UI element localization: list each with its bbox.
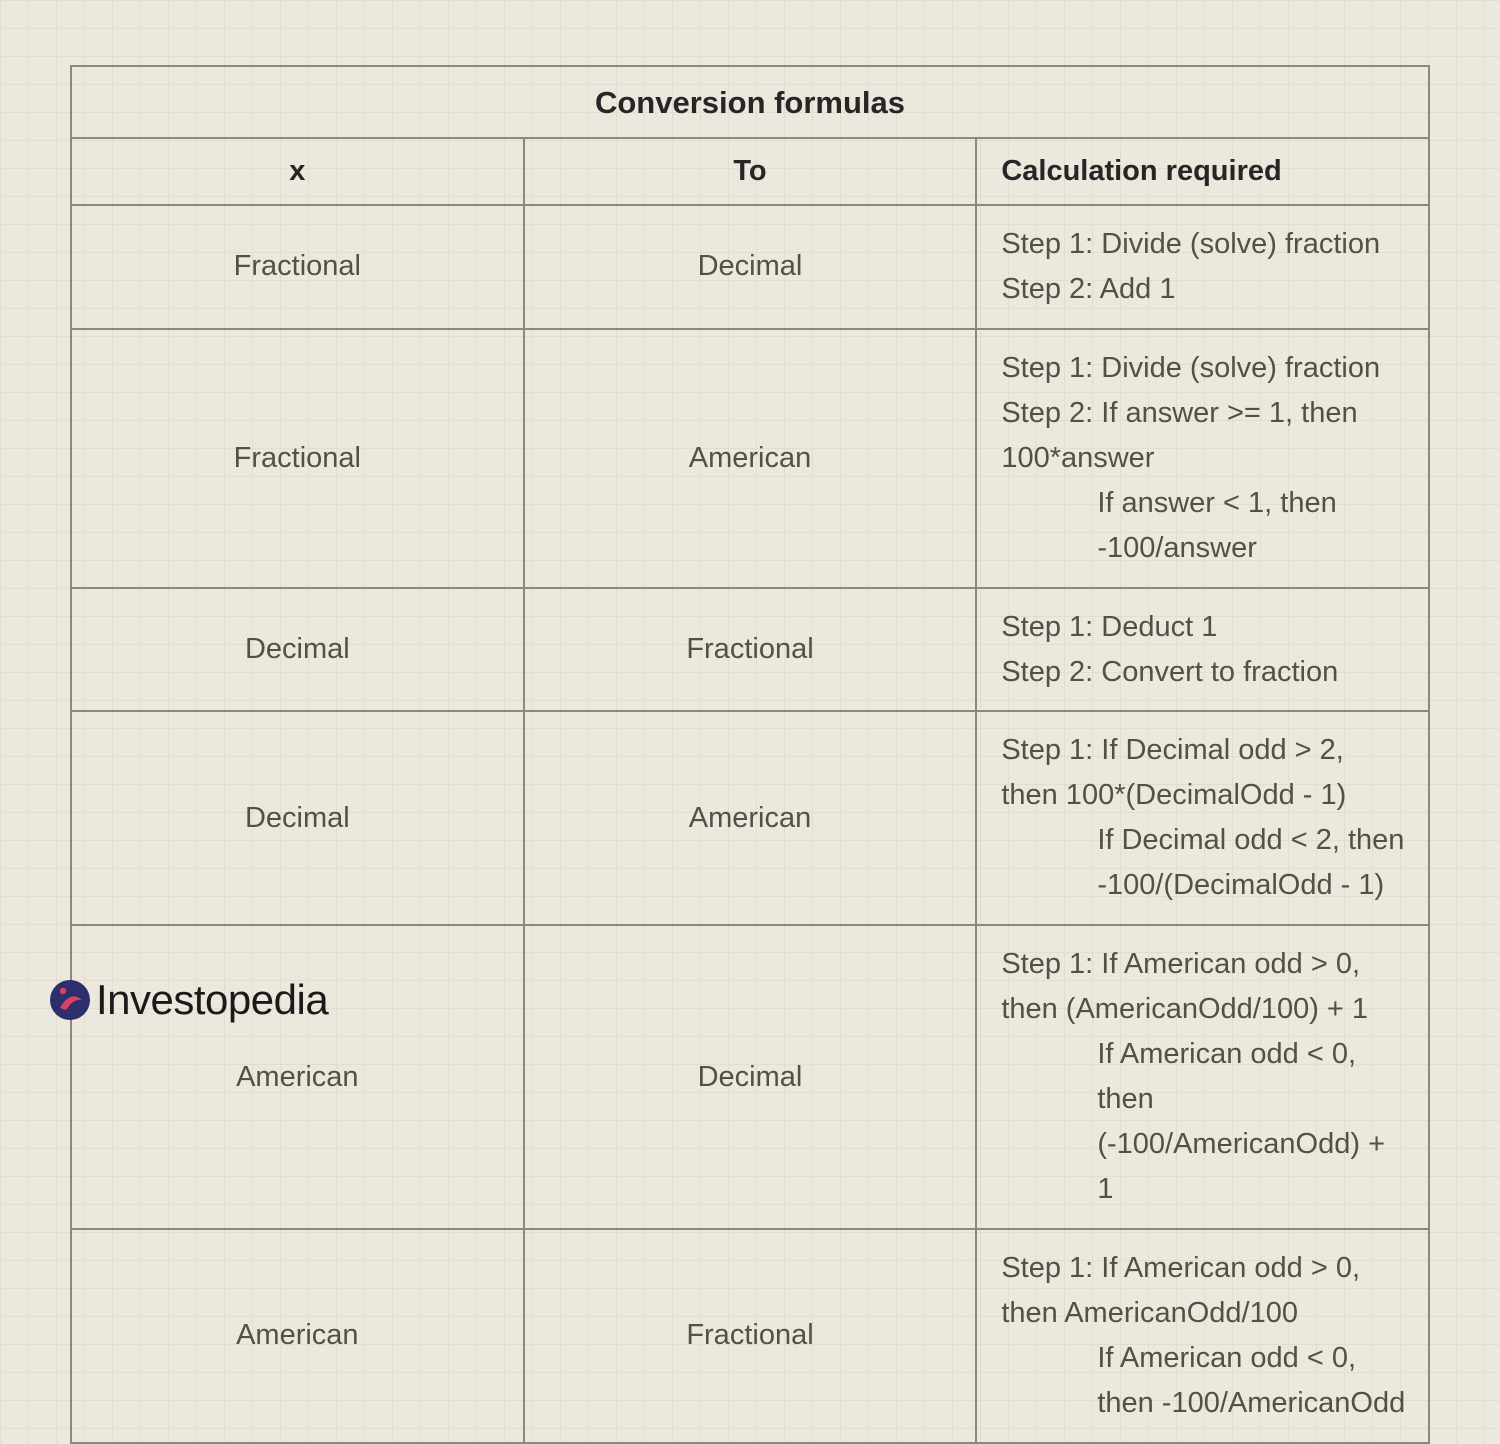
table-header-row: x To Calculation required [71, 138, 1429, 205]
calc-line: If American odd < 0, then (-100/American… [1001, 1032, 1408, 1212]
calc-line: If Decimal odd < 2, then -100/(DecimalOd… [1001, 818, 1408, 908]
table-row: AmericanDecimal Step 1: If American odd >… [71, 925, 1429, 1229]
calc-line: Step 2: Convert to fraction [1001, 650, 1408, 695]
calc-cell: Step 1: If American odd > 0, then (Ameri… [976, 925, 1429, 1229]
from-cell: American [71, 1229, 524, 1443]
calc-line: Step 1: Divide (solve) fraction [1001, 222, 1408, 267]
to-cell: Fractional [524, 588, 977, 712]
col-header-calc: Calculation required [976, 138, 1429, 205]
from-cell: Fractional [71, 329, 524, 588]
table-title: Conversion formulas [71, 66, 1429, 138]
to-cell: American [524, 711, 977, 925]
calc-cell: Step 1: Divide (solve) fractionStep 2: I… [976, 329, 1429, 588]
calc-line: Step 2: If answer >= 1, then 100*answer [1001, 391, 1408, 481]
brand-name: Investopedia [96, 976, 328, 1024]
calc-line: If answer < 1, then -100/answer [1001, 481, 1408, 571]
calc-line: Step 1: If American odd > 0, then (Ameri… [1001, 942, 1408, 1032]
table-row: DecimalAmerican Step 1: If Decimal odd > … [71, 711, 1429, 925]
from-cell: Decimal [71, 711, 524, 925]
calc-line: If American odd < 0, then -100/AmericanO… [1001, 1336, 1408, 1426]
table-row: FractionalDecimalStep 1: Divide (solve) … [71, 205, 1429, 329]
calc-cell: Step 1: Deduct 1Step 2: Convert to fract… [976, 588, 1429, 712]
calc-cell: Step 1: If American odd > 0, then Americ… [976, 1229, 1429, 1443]
calc-cell: Step 1: Divide (solve) fractionStep 2: A… [976, 205, 1429, 329]
table-row: DecimalFractionalStep 1: Deduct 1Step 2:… [71, 588, 1429, 712]
brand-attribution: Investopedia [48, 976, 328, 1024]
calc-cell: Step 1: If Decimal odd > 2, then 100*(De… [976, 711, 1429, 925]
table-row: AmericanFractional Step 1: If American od… [71, 1229, 1429, 1443]
from-cell: American [71, 925, 524, 1229]
calc-line: Step 1: If American odd > 0, then Americ… [1001, 1246, 1408, 1336]
col-header-to: To [524, 138, 977, 205]
col-header-x: x [71, 138, 524, 205]
calc-line: Step 1: If Decimal odd > 2, then 100*(De… [1001, 728, 1408, 818]
calc-line: Step 1: Deduct 1 [1001, 605, 1408, 650]
table-title-row: Conversion formulas [71, 66, 1429, 138]
from-cell: Decimal [71, 588, 524, 712]
calc-line: Step 1: Divide (solve) fraction [1001, 346, 1408, 391]
table-row: FractionalAmericanStep 1: Divide (solve)… [71, 329, 1429, 588]
to-cell: Decimal [524, 205, 977, 329]
to-cell: Decimal [524, 925, 977, 1229]
to-cell: American [524, 329, 977, 588]
conversion-table: Conversion formulas x To Calculation req… [70, 65, 1430, 1444]
from-cell: Fractional [71, 205, 524, 329]
to-cell: Fractional [524, 1229, 977, 1443]
investopedia-logo-icon [48, 978, 92, 1022]
calc-line: Step 2: Add 1 [1001, 267, 1408, 312]
